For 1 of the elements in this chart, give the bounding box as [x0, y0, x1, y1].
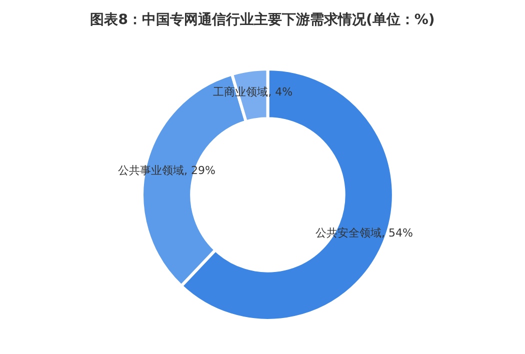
chart-title: 图表8：中国专网通信行业主要下游需求情况(单位：%)	[90, 11, 435, 28]
